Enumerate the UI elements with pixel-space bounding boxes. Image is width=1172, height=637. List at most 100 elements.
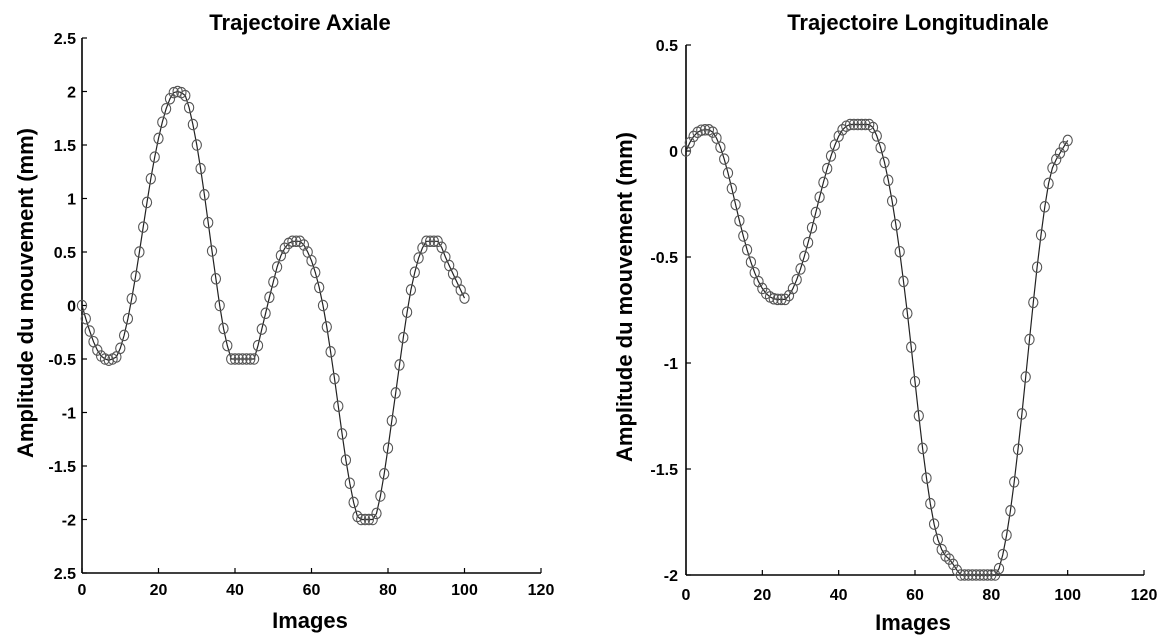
data-point [997, 548, 1008, 561]
data-point [1062, 134, 1073, 147]
chart-longitudinal: Trajectoire Longitudinale Images Amplitu… [612, 10, 1157, 635]
x-tick-label: 120 [1131, 587, 1158, 604]
x-tick-label: 120 [528, 582, 555, 599]
data-point [321, 321, 332, 333]
data-point [134, 246, 145, 258]
x-tick-label: 40 [226, 582, 244, 599]
y-tick-label: -1 [664, 356, 678, 373]
data-point [860, 118, 871, 131]
data-point [967, 569, 978, 581]
data-point [745, 256, 757, 268]
data-point [126, 292, 137, 305]
data-point [921, 472, 932, 484]
data-point [719, 153, 730, 165]
data-point [371, 507, 382, 520]
data-point [848, 118, 860, 131]
data-point [325, 346, 336, 358]
series-line [685, 123, 1069, 576]
data-point [711, 132, 722, 144]
data-point [734, 214, 745, 227]
data-point [344, 477, 355, 489]
data-point [145, 172, 156, 185]
data-point [314, 281, 325, 294]
plot-area [680, 118, 1073, 581]
data-point [730, 198, 741, 211]
x-tick-label: 60 [303, 582, 321, 599]
y-tick-label: 2 [67, 85, 76, 102]
data-point [802, 236, 814, 249]
x-tick-label: 20 [150, 582, 168, 599]
data-point [306, 254, 317, 267]
data-point [252, 339, 264, 352]
chart-title: Trajectoire Longitudinale [787, 10, 1049, 35]
data-point [99, 353, 111, 365]
data-point [436, 241, 447, 254]
data-point [814, 191, 825, 203]
data-point [902, 307, 913, 320]
data-point [421, 235, 432, 248]
data-point [356, 513, 367, 526]
data-point [375, 490, 386, 502]
data-point [80, 312, 91, 325]
data-point [76, 299, 88, 312]
data-point [245, 353, 256, 365]
data-point [241, 353, 252, 365]
data-point [168, 86, 179, 99]
data-point [229, 353, 241, 365]
data-point [810, 206, 821, 219]
data-point [837, 124, 848, 136]
data-point [367, 513, 378, 526]
data-point [963, 569, 974, 581]
data-point [806, 221, 818, 234]
data-point [348, 496, 359, 509]
data-point [990, 569, 1001, 581]
data-point [791, 273, 802, 286]
y-axis-label: Amplitude du mouvement (mm) [612, 132, 637, 462]
data-point [1031, 261, 1043, 273]
data-point [268, 276, 279, 288]
data-point [424, 235, 436, 248]
data-point [722, 167, 734, 179]
y-tick-label: 2.5 [54, 566, 76, 583]
data-point [1028, 296, 1039, 309]
data-point [818, 176, 829, 189]
x-tick-label: 80 [982, 587, 1000, 604]
data-point [741, 244, 753, 256]
data-point [970, 569, 982, 581]
y-tick-label: 1.5 [54, 138, 76, 155]
data-point [340, 454, 352, 466]
x-tick-label: 0 [682, 587, 691, 604]
data-point [768, 293, 779, 305]
data-point [909, 375, 921, 388]
data-point [684, 136, 695, 149]
y-tick-label: -1 [62, 406, 76, 423]
data-point [195, 162, 206, 175]
x-tick-label: 100 [451, 582, 478, 599]
data-point [925, 497, 936, 510]
data-point [894, 245, 905, 258]
data-point [183, 101, 195, 114]
x-tick-label: 80 [379, 582, 397, 599]
data-point [772, 293, 783, 306]
data-point [844, 118, 856, 131]
data-point [726, 182, 737, 195]
data-point [260, 307, 271, 320]
data-point [115, 342, 126, 355]
data-point [1051, 153, 1062, 166]
chart-axial: Trajectoire Axiale Images Amplitude du m… [13, 10, 554, 633]
data-point [982, 569, 993, 581]
data-point [92, 344, 103, 356]
data-point [203, 216, 214, 229]
y-tick-label: 0.5 [656, 38, 678, 55]
data-point [199, 189, 210, 201]
y-tick-label: 0.5 [54, 245, 76, 262]
data-point [1039, 201, 1050, 213]
data-point [699, 124, 711, 136]
data-point [317, 299, 329, 312]
data-point [856, 118, 867, 131]
data-point [401, 306, 413, 318]
data-point [237, 353, 248, 365]
data-point [906, 341, 917, 353]
data-point [138, 221, 149, 233]
x-tick-label: 60 [906, 587, 924, 604]
